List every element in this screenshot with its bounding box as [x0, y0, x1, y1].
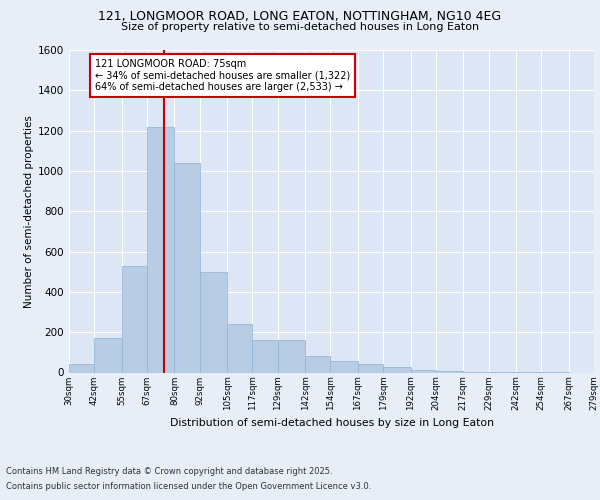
Bar [253, 340, 278, 372]
Bar [122, 266, 147, 372]
Bar [305, 356, 331, 372]
Bar [94, 338, 122, 372]
Bar [331, 362, 358, 372]
Bar [147, 126, 175, 372]
Text: 121, LONGMOOR ROAD, LONG EATON, NOTTINGHAM, NG10 4EG: 121, LONGMOOR ROAD, LONG EATON, NOTTINGH… [98, 10, 502, 23]
Bar [410, 370, 436, 372]
Bar [358, 364, 383, 372]
Bar [69, 364, 94, 372]
Y-axis label: Number of semi-detached properties: Number of semi-detached properties [24, 115, 34, 308]
Text: 121 LONGMOOR ROAD: 75sqm
← 34% of semi-detached houses are smaller (1,322)
64% o: 121 LONGMOOR ROAD: 75sqm ← 34% of semi-d… [95, 59, 350, 92]
Bar [383, 368, 410, 372]
Bar [175, 163, 200, 372]
Text: Size of property relative to semi-detached houses in Long Eaton: Size of property relative to semi-detach… [121, 22, 479, 32]
Bar [278, 340, 305, 372]
Bar [227, 324, 253, 372]
X-axis label: Distribution of semi-detached houses by size in Long Eaton: Distribution of semi-detached houses by … [170, 418, 493, 428]
Text: Contains HM Land Registry data © Crown copyright and database right 2025.: Contains HM Land Registry data © Crown c… [6, 467, 332, 476]
Text: Contains public sector information licensed under the Open Government Licence v3: Contains public sector information licen… [6, 482, 371, 491]
Bar [200, 272, 227, 372]
